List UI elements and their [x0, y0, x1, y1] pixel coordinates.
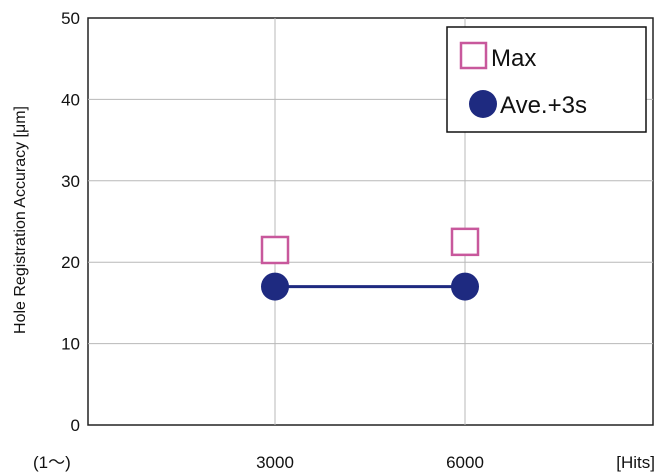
legend-max-marker	[459, 41, 488, 70]
legend-max-label: Max	[491, 45, 536, 72]
grid-lines	[88, 18, 653, 425]
y-tick-label: 0	[71, 416, 80, 435]
ave-point	[261, 272, 289, 301]
x-tick-labels: 3000 6000	[256, 453, 484, 472]
legend: Max Ave.+3s	[446, 26, 647, 133]
x-axis-unit-label: [Hits]	[616, 453, 655, 472]
y-tick-label: 10	[61, 335, 80, 354]
y-tick-label: 50	[61, 9, 80, 28]
max-point	[450, 227, 480, 257]
y-axis-title: Hole Registration Accuracy [μm]	[12, 106, 29, 334]
y-tick-label: 30	[61, 172, 80, 191]
series-group	[260, 227, 480, 301]
x-tick-label: 6000	[446, 453, 484, 472]
max-point	[260, 235, 290, 265]
legend-ave-label: Ave.+3s	[500, 92, 587, 119]
y-tick-label: 20	[61, 253, 80, 272]
legend-ave-marker	[469, 90, 497, 118]
ave-point	[451, 272, 479, 301]
x-axis-start-label: (1～)	[33, 453, 71, 472]
y-tick-labels: 0 10 20 30 40 50	[61, 9, 80, 435]
y-tick-label: 40	[61, 90, 80, 109]
x-tick-label: 3000	[256, 453, 294, 472]
